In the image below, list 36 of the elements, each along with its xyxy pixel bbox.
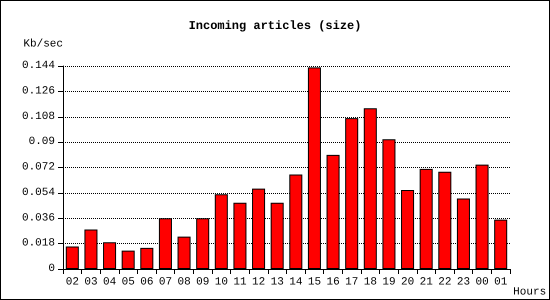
x-tick-label: 05 xyxy=(122,276,135,288)
x-tick-label: 20 xyxy=(400,276,414,288)
y-tick-label: 0.09 xyxy=(28,136,55,148)
x-tick-label: 01 xyxy=(494,276,508,288)
x-tick-label: 00 xyxy=(475,276,489,288)
y-tick-label: 0.054 xyxy=(22,186,56,199)
y-tick-label: 0 xyxy=(48,263,55,275)
x-tick-label: 14 xyxy=(289,276,303,288)
x-tick-label: 18 xyxy=(364,276,377,288)
chart-title: Incoming articles (size) xyxy=(188,19,362,33)
x-tick-label: 04 xyxy=(102,276,117,288)
x-tick-label: 13 xyxy=(270,276,284,288)
x-tick-label: 19 xyxy=(382,276,396,288)
x-tick-label: 02 xyxy=(66,276,79,288)
x-tick-label: 17 xyxy=(345,276,358,288)
y-tick-label: 0.072 xyxy=(22,162,55,174)
y-tick-label: 0.144 xyxy=(22,60,56,72)
y-tick-label: 0.018 xyxy=(22,238,55,250)
x-tick-label: 03 xyxy=(84,276,98,288)
y-tick-label: 0.036 xyxy=(22,212,55,224)
x-tick-label: 21 xyxy=(420,276,434,288)
x-tick-label: 23 xyxy=(456,276,470,288)
x-tick-label: 10 xyxy=(214,276,228,288)
x-tick-label: 22 xyxy=(438,276,452,288)
y-tick-label: 0.108 xyxy=(22,110,55,123)
x-tick-label: 12 xyxy=(252,276,266,288)
x-tick-label: 16 xyxy=(326,276,340,288)
x-axis-title: Hours xyxy=(513,286,546,298)
x-tick-label: 15 xyxy=(308,276,322,288)
x-tick-label: 06 xyxy=(140,276,154,288)
y-axis-title: Kb/sec xyxy=(23,38,63,50)
x-tick-label: 08 xyxy=(177,276,191,288)
x-tick-label: 09 xyxy=(196,276,210,288)
x-tick-label: 11 xyxy=(233,276,247,288)
y-tick-label: 0.126 xyxy=(22,85,55,98)
x-tick-label: 07 xyxy=(158,276,172,288)
